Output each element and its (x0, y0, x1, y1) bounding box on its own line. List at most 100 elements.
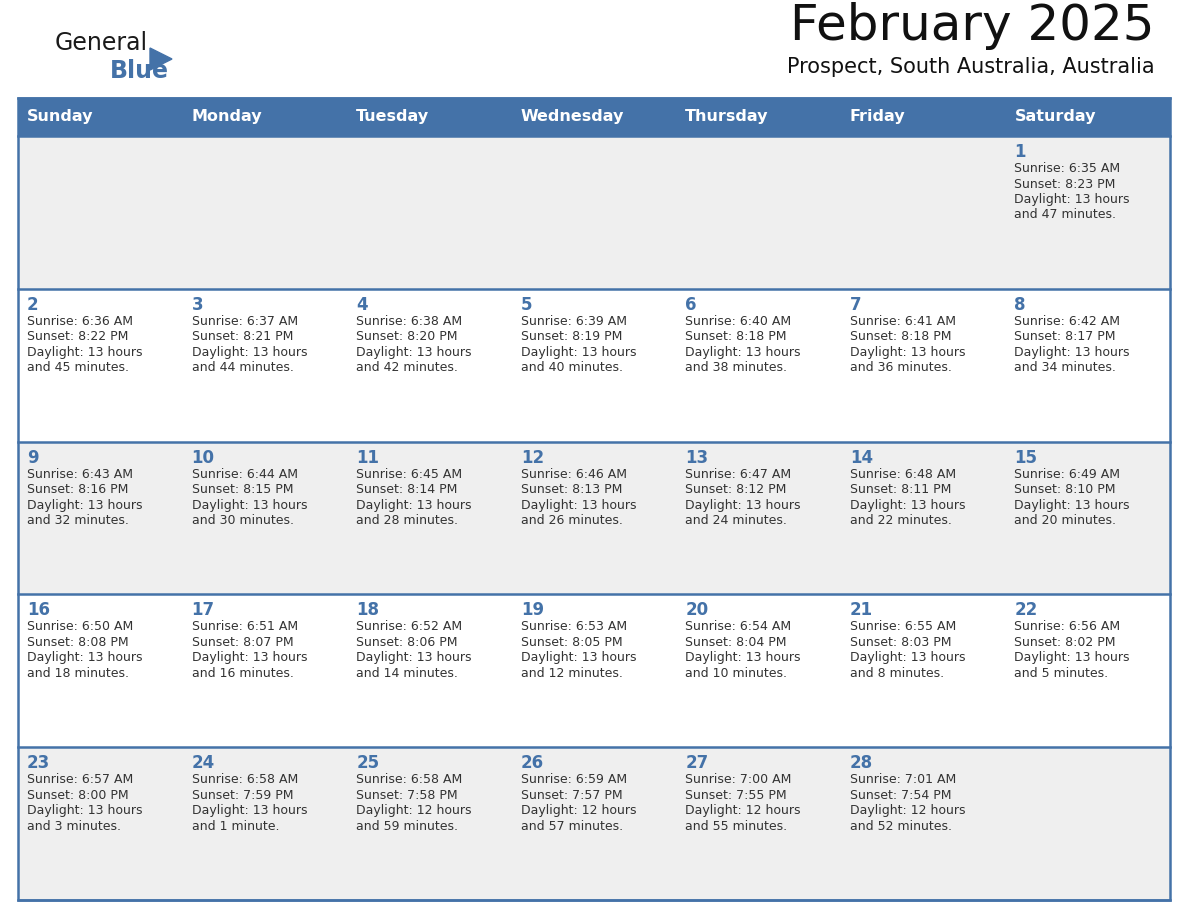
Text: Sunrise: 6:50 AM: Sunrise: 6:50 AM (27, 621, 133, 633)
Text: Sunrise: 7:01 AM: Sunrise: 7:01 AM (849, 773, 956, 786)
Text: Sunset: 8:04 PM: Sunset: 8:04 PM (685, 636, 786, 649)
Text: Sunrise: 6:52 AM: Sunrise: 6:52 AM (356, 621, 462, 633)
Bar (18, 442, 183, 594)
Text: Sunrise: 6:42 AM: Sunrise: 6:42 AM (1015, 315, 1120, 328)
Text: and 30 minutes.: and 30 minutes. (191, 514, 293, 527)
Text: Daylight: 13 hours: Daylight: 13 hours (849, 652, 966, 665)
Text: Daylight: 13 hours: Daylight: 13 hours (685, 498, 801, 511)
Bar (841, 747, 1005, 900)
Bar (841, 442, 1005, 594)
Text: 11: 11 (356, 449, 379, 466)
Bar (18, 98, 183, 136)
Text: and 52 minutes.: and 52 minutes. (849, 820, 952, 833)
Bar (676, 98, 841, 136)
Text: Daylight: 13 hours: Daylight: 13 hours (685, 652, 801, 665)
Text: Sunset: 8:11 PM: Sunset: 8:11 PM (849, 483, 952, 496)
Bar (183, 747, 347, 900)
Text: Saturday: Saturday (1015, 109, 1095, 125)
Text: Sunrise: 6:37 AM: Sunrise: 6:37 AM (191, 315, 298, 328)
Text: 23: 23 (27, 755, 50, 772)
Bar (18, 289, 183, 442)
Text: Daylight: 13 hours: Daylight: 13 hours (27, 652, 143, 665)
Text: Daylight: 13 hours: Daylight: 13 hours (520, 498, 637, 511)
Text: 4: 4 (356, 296, 368, 314)
Text: Daylight: 13 hours: Daylight: 13 hours (27, 346, 143, 359)
Text: Sunset: 8:00 PM: Sunset: 8:00 PM (27, 789, 128, 801)
Text: 12: 12 (520, 449, 544, 466)
Text: Sunrise: 6:36 AM: Sunrise: 6:36 AM (27, 315, 133, 328)
Bar (1005, 747, 1170, 900)
Text: Friday: Friday (849, 109, 905, 125)
Text: and 57 minutes.: and 57 minutes. (520, 820, 623, 833)
Text: Sunset: 8:07 PM: Sunset: 8:07 PM (191, 636, 293, 649)
Bar (676, 594, 841, 747)
Text: 9: 9 (27, 449, 39, 466)
Text: 25: 25 (356, 755, 379, 772)
Bar (841, 594, 1005, 747)
Text: 6: 6 (685, 296, 697, 314)
Bar (841, 289, 1005, 442)
Text: and 12 minutes.: and 12 minutes. (520, 666, 623, 680)
Text: and 47 minutes.: and 47 minutes. (1015, 208, 1117, 221)
Text: 28: 28 (849, 755, 873, 772)
Text: and 44 minutes.: and 44 minutes. (191, 362, 293, 375)
Text: Sunrise: 6:51 AM: Sunrise: 6:51 AM (191, 621, 298, 633)
Bar (1005, 594, 1170, 747)
Bar (1005, 98, 1170, 136)
Text: Daylight: 12 hours: Daylight: 12 hours (356, 804, 472, 817)
Bar (512, 442, 676, 594)
Text: Sunrise: 6:46 AM: Sunrise: 6:46 AM (520, 467, 627, 481)
Text: and 18 minutes.: and 18 minutes. (27, 666, 129, 680)
Text: 20: 20 (685, 601, 708, 620)
Text: Daylight: 13 hours: Daylight: 13 hours (685, 346, 801, 359)
Text: 19: 19 (520, 601, 544, 620)
Text: Daylight: 13 hours: Daylight: 13 hours (520, 346, 637, 359)
Text: Sunset: 8:18 PM: Sunset: 8:18 PM (685, 330, 786, 343)
Text: Sunrise: 6:48 AM: Sunrise: 6:48 AM (849, 467, 956, 481)
Text: Sunset: 8:03 PM: Sunset: 8:03 PM (849, 636, 952, 649)
Text: 15: 15 (1015, 449, 1037, 466)
Bar (676, 442, 841, 594)
Bar (512, 98, 676, 136)
Text: Blue: Blue (110, 59, 169, 83)
Text: and 38 minutes.: and 38 minutes. (685, 362, 788, 375)
Bar (841, 98, 1005, 136)
Text: and 26 minutes.: and 26 minutes. (520, 514, 623, 527)
Text: Daylight: 12 hours: Daylight: 12 hours (520, 804, 637, 817)
Text: Sunrise: 6:41 AM: Sunrise: 6:41 AM (849, 315, 956, 328)
Text: Sunrise: 6:35 AM: Sunrise: 6:35 AM (1015, 162, 1120, 175)
Text: Daylight: 13 hours: Daylight: 13 hours (27, 498, 143, 511)
Text: Sunset: 8:19 PM: Sunset: 8:19 PM (520, 330, 623, 343)
Text: Daylight: 13 hours: Daylight: 13 hours (356, 498, 472, 511)
Text: and 10 minutes.: and 10 minutes. (685, 666, 788, 680)
Text: Sunset: 7:54 PM: Sunset: 7:54 PM (849, 789, 952, 801)
Polygon shape (150, 48, 172, 70)
Text: and 8 minutes.: and 8 minutes. (849, 666, 944, 680)
Text: 16: 16 (27, 601, 50, 620)
Text: 18: 18 (356, 601, 379, 620)
Text: Daylight: 13 hours: Daylight: 13 hours (191, 804, 307, 817)
Text: Sunset: 8:14 PM: Sunset: 8:14 PM (356, 483, 457, 496)
Text: 2: 2 (27, 296, 39, 314)
Text: Wednesday: Wednesday (520, 109, 624, 125)
Text: Daylight: 13 hours: Daylight: 13 hours (1015, 652, 1130, 665)
Text: Sunrise: 6:58 AM: Sunrise: 6:58 AM (191, 773, 298, 786)
Bar (1005, 136, 1170, 289)
Bar (512, 289, 676, 442)
Text: Tuesday: Tuesday (356, 109, 429, 125)
Bar (676, 136, 841, 289)
Text: 10: 10 (191, 449, 215, 466)
Text: Sunrise: 6:54 AM: Sunrise: 6:54 AM (685, 621, 791, 633)
Text: Sunset: 7:57 PM: Sunset: 7:57 PM (520, 789, 623, 801)
Text: General: General (55, 31, 148, 55)
Text: and 3 minutes.: and 3 minutes. (27, 820, 121, 833)
Text: and 40 minutes.: and 40 minutes. (520, 362, 623, 375)
Text: Sunday: Sunday (27, 109, 94, 125)
Text: and 1 minute.: and 1 minute. (191, 820, 279, 833)
Text: Sunset: 8:12 PM: Sunset: 8:12 PM (685, 483, 786, 496)
Text: Sunrise: 6:44 AM: Sunrise: 6:44 AM (191, 467, 297, 481)
Text: and 24 minutes.: and 24 minutes. (685, 514, 788, 527)
Bar (183, 98, 347, 136)
Text: 13: 13 (685, 449, 708, 466)
Bar (18, 98, 1170, 900)
